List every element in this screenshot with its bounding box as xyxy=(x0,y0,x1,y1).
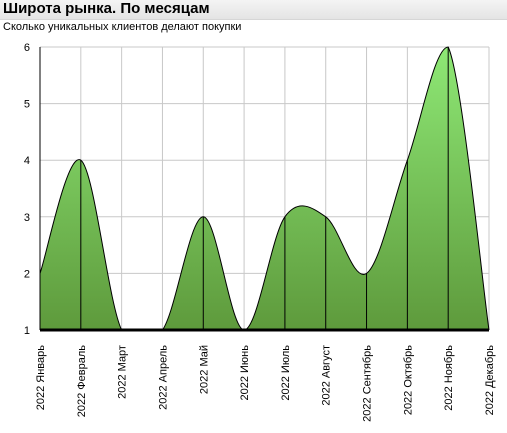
x-tick-label: 2022 Март xyxy=(117,345,129,399)
x-axis-ticks: 2022 Январь 2022 Февраль 2022 Март 2022 Апр… xyxy=(35,345,496,422)
y-axis-ticks: 1 2 3 4 5 6 xyxy=(24,42,30,337)
y-tick-label: 5 xyxy=(24,99,30,111)
series-line xyxy=(39,46,490,331)
x-tick-label: 2022 Ноябрь xyxy=(443,345,455,411)
area-series xyxy=(39,46,490,331)
chart-subtitle: Сколько уникальных клиентов делают покуп… xyxy=(3,21,242,33)
y-tick-label: 6 xyxy=(24,42,30,54)
y-tick-label: 1 xyxy=(24,325,30,337)
area-fill xyxy=(40,47,489,330)
axes xyxy=(39,47,489,332)
chart-header: Широта рынка. По месяцам xyxy=(0,0,507,20)
chart-title: Широта рынка. По месяцам xyxy=(3,0,210,17)
x-tick-label: 2022 Апрель xyxy=(157,345,169,410)
x-tick-label: 2022 Февраль xyxy=(76,345,88,418)
y-tick-label: 4 xyxy=(24,155,30,167)
x-tick-label: 2022 Июль xyxy=(280,345,292,401)
x-tick-label: 2022 Май xyxy=(198,345,210,394)
x-tick-label: 2022 Сентябрь xyxy=(362,345,374,422)
x-tick-label: 2022 Август xyxy=(321,345,333,406)
x-tick-label: 2022 Декабрь xyxy=(484,345,496,416)
y-tick-label: 2 xyxy=(24,268,30,280)
x-tick-label: 2022 Октябрь xyxy=(402,345,414,415)
x-tick-label: 2022 Июнь xyxy=(239,345,251,401)
y-tick-label: 3 xyxy=(24,212,30,224)
x-tick-label: 2022 Январь xyxy=(35,345,47,411)
